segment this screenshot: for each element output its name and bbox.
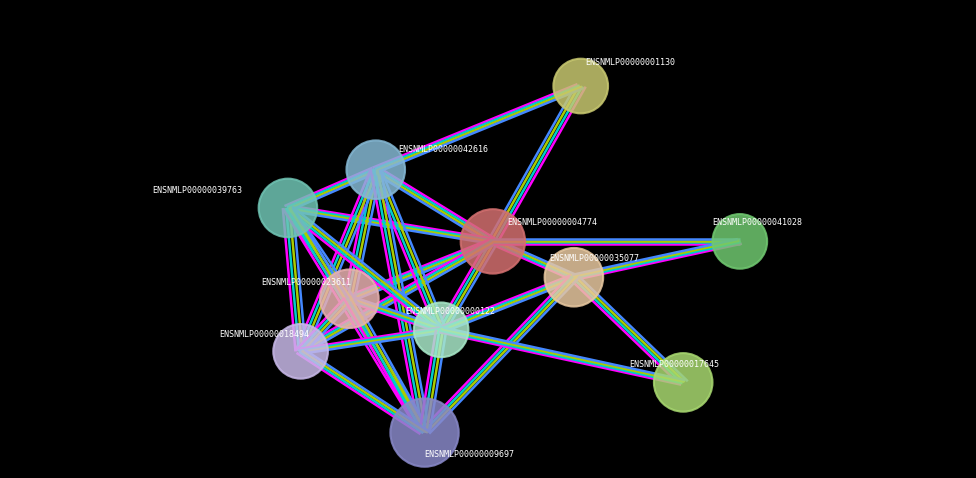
- Ellipse shape: [320, 270, 379, 328]
- Ellipse shape: [273, 324, 328, 379]
- Ellipse shape: [346, 141, 405, 199]
- Text: ENSNMLP00000039763: ENSNMLP00000039763: [152, 186, 242, 195]
- Text: ENSNMLP00000018494: ENSNMLP00000018494: [220, 330, 309, 339]
- Ellipse shape: [259, 179, 317, 237]
- Text: ENSNMLP00000001130: ENSNMLP00000001130: [586, 58, 675, 66]
- Ellipse shape: [414, 303, 468, 357]
- Text: ENSNMLP00000004774: ENSNMLP00000004774: [508, 218, 597, 227]
- Text: ENSNMLP00000035077: ENSNMLP00000035077: [549, 254, 639, 262]
- Ellipse shape: [545, 248, 603, 306]
- Ellipse shape: [461, 209, 525, 273]
- Ellipse shape: [553, 59, 608, 113]
- Text: ENSNMLP00000017645: ENSNMLP00000017645: [630, 360, 719, 369]
- Text: ENSNMLP00000041028: ENSNMLP00000041028: [712, 218, 802, 227]
- Text: ENSNMLP00000009697: ENSNMLP00000009697: [425, 450, 514, 458]
- Text: ENSNMLP00000042616: ENSNMLP00000042616: [398, 145, 488, 153]
- Text: ENSNMLP00000000122: ENSNMLP00000000122: [405, 307, 495, 316]
- Ellipse shape: [390, 399, 459, 467]
- Ellipse shape: [654, 353, 712, 412]
- Ellipse shape: [712, 214, 767, 269]
- Text: ENSNMLP00000023611: ENSNMLP00000023611: [262, 279, 351, 287]
